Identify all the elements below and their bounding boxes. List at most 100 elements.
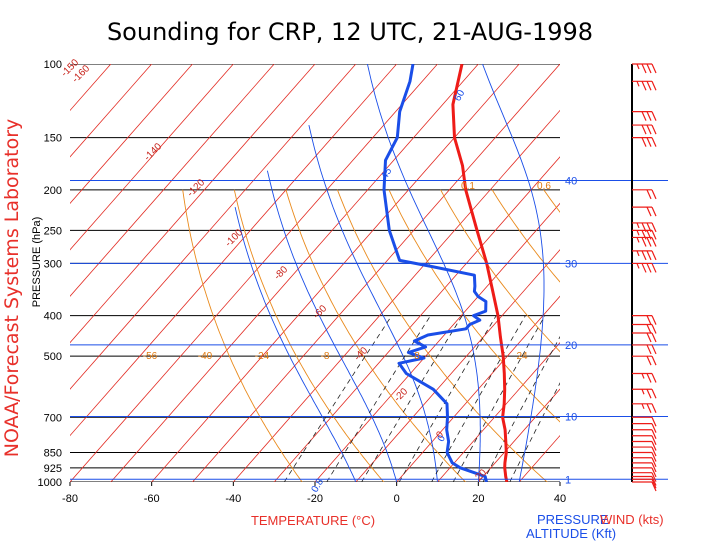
- altitude-tick-label: 1: [565, 474, 571, 486]
- wind-barb-panel: [631, 63, 657, 492]
- wind-barb-half-feather: [636, 250, 640, 257]
- mixing-ratio-line: [398, 315, 497, 482]
- pressure-tick-label: 500: [44, 351, 62, 363]
- dry-adiabat-line: [336, 189, 548, 482]
- wind-barb-feather: [651, 63, 657, 74]
- wind-barb-feather: [651, 222, 657, 233]
- wind-barb-feather: [651, 324, 657, 334]
- wind-barb-feather: [651, 111, 657, 121]
- wind-barb-feather: [651, 457, 657, 468]
- wind-barb-half-feather: [636, 222, 640, 229]
- wind-barb-feather: [651, 344, 657, 355]
- wind-barb-feather: [651, 137, 657, 147]
- wind-barb-feather: [646, 124, 652, 135]
- isotherm-label: -140: [142, 141, 164, 163]
- wind-barb-feather: [651, 250, 657, 261]
- temperature-profile-line: [451, 64, 509, 482]
- isotherm-line: [70, 64, 193, 204]
- wind-barb-half-feather: [641, 373, 645, 379]
- wind-barb-feather: [651, 479, 657, 489]
- wind-barb-half-feather: [636, 230, 640, 236]
- moist-adiabat-line: [482, 64, 545, 482]
- wind-axis-title: WIND (kts): [600, 512, 664, 527]
- right-altitude-label: ALTITUDE (Kft): [526, 526, 616, 541]
- wind-barb-feather: [646, 137, 652, 147]
- wind-barb-feather: [651, 332, 657, 343]
- dry-adiabat-label: 24: [516, 351, 528, 362]
- isotherm-line: [70, 64, 234, 251]
- wind-barb-feather: [651, 423, 657, 433]
- wind-barb-feather: [651, 476, 657, 486]
- wind-barb-feather: [651, 263, 657, 273]
- wind-barb-feather: [651, 373, 657, 383]
- moist-adiabat-line: [308, 124, 438, 482]
- isotherm-line: [110, 64, 479, 482]
- isotherm-line: [518, 434, 560, 482]
- isotherm-line: [642, 64, 702, 482]
- isotherm-line: [478, 388, 560, 482]
- wind-barb-feather: [646, 315, 652, 325]
- dry-adiabat-line: [698, 190, 702, 482]
- wind-barb-feather: [651, 230, 657, 240]
- wind-barb-feather: [651, 481, 657, 492]
- dry-adiabat-line: [543, 189, 560, 213]
- moist-adiabat-line: [234, 206, 357, 482]
- isotherm-line: [70, 64, 357, 390]
- wind-barb-feather: [646, 389, 652, 399]
- wind-barb-feather: [651, 355, 657, 366]
- temperature-tick-label: 20: [472, 493, 484, 505]
- isotherm-label: -60: [311, 303, 329, 321]
- dry-adiabat-label: -8: [321, 351, 330, 362]
- altitude-tick-label: 40: [565, 176, 577, 188]
- altitude-tick-label: 10: [565, 411, 577, 423]
- side-organization-label: NOAA/Forecast Systems Laboratory: [1, 119, 23, 457]
- isotherm-line: [70, 64, 152, 158]
- temperature-tick-label: -20: [307, 493, 323, 505]
- altitude-tick-label: 30: [565, 258, 577, 270]
- temperature-tick-label: -80: [62, 493, 78, 505]
- wind-barb-feather: [646, 403, 652, 414]
- wind-barb-feather: [646, 237, 652, 247]
- wind-barb-half-feather: [641, 389, 645, 395]
- wind-barb-feather: [651, 315, 657, 325]
- wind-barb-half-feather: [641, 403, 645, 410]
- mixing-ratio-line: [482, 335, 560, 482]
- wind-barb-feather: [651, 462, 657, 473]
- mixing-ratio-line: [452, 315, 546, 482]
- altitude-tick-label: 20: [565, 340, 577, 352]
- wind-barb-feather: [641, 63, 647, 74]
- wind-barb-feather: [641, 111, 647, 121]
- wind-barb-feather: [651, 417, 657, 427]
- isotherm-line: [70, 64, 275, 297]
- moist-adiabat-label: 0: [436, 433, 449, 444]
- dry-adiabat-line: [285, 189, 466, 482]
- pressure-tick-label: 150: [44, 133, 62, 145]
- wind-barb-half-feather: [636, 237, 640, 243]
- mixing-ratio-label: 0.6: [537, 181, 551, 192]
- wind-barb-feather: [641, 222, 647, 233]
- wind-barb-feather: [651, 403, 657, 414]
- mixing-ratio-line: [509, 382, 560, 482]
- pressure-tick-label: 925: [44, 463, 62, 475]
- dry-adiabat-line: [388, 189, 560, 423]
- isotherm-line: [70, 64, 397, 437]
- wind-barb-feather: [641, 137, 647, 147]
- wind-barb-feather: [651, 81, 657, 91]
- temperature-tick-label: 0: [394, 493, 400, 505]
- mixing-ratio-label: 0.1: [461, 181, 475, 192]
- wind-barb-feather: [651, 189, 657, 200]
- wind-barb-feather: [641, 230, 647, 240]
- isotherm-line: [151, 64, 520, 482]
- isotherm-line: [233, 109, 560, 482]
- wind-barb-feather: [651, 435, 657, 445]
- wind-barb-feather: [651, 237, 657, 247]
- x-axis-title: TEMPERATURE (°C): [251, 513, 375, 528]
- dry-adiabat-line: [182, 189, 303, 482]
- wind-barb-feather: [646, 324, 652, 334]
- right-pressure-label: PRESSURE: [537, 512, 609, 527]
- wind-barb-feather: [646, 344, 652, 355]
- temperature-tick-label: 40: [554, 493, 566, 505]
- wind-barb-feather: [641, 237, 647, 247]
- wind-barb-feather: [651, 206, 657, 217]
